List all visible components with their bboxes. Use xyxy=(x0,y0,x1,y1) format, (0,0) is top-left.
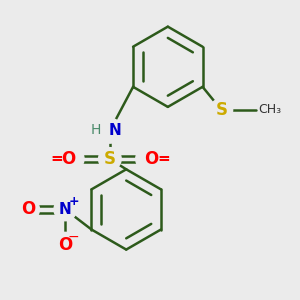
Text: N: N xyxy=(109,123,122,138)
Text: O: O xyxy=(58,236,72,254)
Circle shape xyxy=(61,148,84,170)
Text: CH₃: CH₃ xyxy=(259,103,282,116)
Circle shape xyxy=(17,198,39,221)
Circle shape xyxy=(54,232,76,255)
Text: −: − xyxy=(68,230,80,244)
Text: +: + xyxy=(68,195,79,208)
Circle shape xyxy=(54,198,76,221)
Text: S: S xyxy=(215,101,227,119)
Text: O: O xyxy=(21,200,35,218)
Text: N: N xyxy=(59,202,72,217)
Text: O: O xyxy=(144,150,159,168)
Circle shape xyxy=(210,99,233,121)
Circle shape xyxy=(136,148,158,170)
Text: =: = xyxy=(157,151,170,166)
Circle shape xyxy=(99,148,121,170)
Text: O: O xyxy=(61,150,75,168)
Circle shape xyxy=(98,118,122,143)
Text: S: S xyxy=(104,150,116,168)
Text: H: H xyxy=(90,123,101,137)
Text: =: = xyxy=(50,151,63,166)
